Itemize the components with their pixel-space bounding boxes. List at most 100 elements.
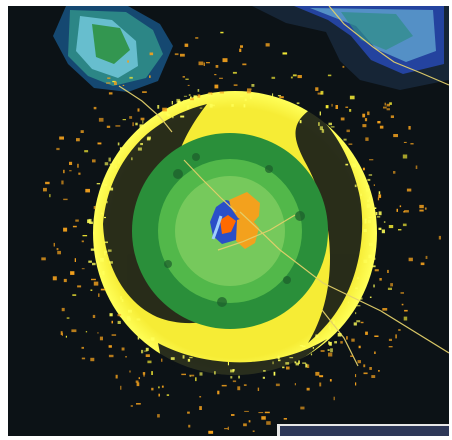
outer-yellow-speckles: [87, 84, 386, 379]
orange-return-speckle: [187, 84, 190, 86]
orange-return-speckle: [424, 207, 427, 210]
yellow-return-speckle: [231, 104, 234, 107]
orange-return-speckle: [180, 53, 185, 57]
yellow-return-speckle: [128, 309, 132, 313]
orange-return-speckle: [403, 141, 407, 143]
yellow-return-speckle: [343, 138, 347, 141]
yellow-return-speckle: [193, 95, 197, 99]
yellow-return-speckle: [136, 318, 141, 321]
orange-return-speckle: [69, 161, 73, 165]
radar-reflectivity-map[interactable]: [8, 6, 449, 436]
orange-return-speckle: [232, 380, 237, 383]
orange-return-speckle: [174, 53, 179, 56]
orange-return-speckle: [349, 109, 352, 112]
orange-return-speckle: [56, 248, 59, 251]
yellow-return-speckle: [92, 262, 96, 266]
orange-return-speckle: [81, 268, 85, 270]
orange-return-speckle: [136, 382, 140, 387]
yellow-return-speckle: [367, 219, 372, 224]
orange-return-speckle: [247, 88, 252, 90]
orange-return-speckle: [97, 332, 99, 334]
radar-display[interactable]: [8, 6, 449, 436]
orange-return-speckle: [319, 382, 322, 387]
yellow-return-speckle: [352, 163, 356, 168]
yellow-return-speckle: [106, 200, 108, 204]
yellow-return-speckle: [372, 265, 376, 268]
yellow-return-speckle: [240, 95, 244, 97]
yellow-return-speckle: [321, 129, 325, 133]
yellow-return-speckle: [381, 229, 385, 234]
orange-return-speckle: [342, 65, 345, 68]
orange-return-speckle: [390, 283, 393, 287]
yellow-return-speckle: [366, 187, 370, 192]
yellow-return-speckle: [189, 356, 193, 359]
orange-return-speckle: [317, 92, 323, 95]
yellow-return-speckle: [187, 358, 191, 362]
yellow-return-speckle: [355, 287, 358, 290]
yellow-return-speckle: [126, 316, 130, 320]
yellow-return-speckle: [363, 229, 367, 232]
yellow-return-speckle: [376, 216, 381, 218]
yellow-return-speckle: [337, 333, 342, 337]
orange-return-speckle: [264, 411, 270, 414]
orange-return-speckle: [56, 147, 60, 151]
orange-return-speckle: [181, 373, 186, 376]
yellow-return-speckle: [121, 299, 124, 302]
orange-return-speckle: [219, 77, 223, 79]
orange-return-speckle: [364, 118, 368, 122]
orange-return-speckle: [161, 358, 163, 362]
yellow-return-speckle: [315, 336, 318, 338]
orange-return-speckle: [242, 63, 247, 66]
yellow-return-speckle: [131, 157, 133, 161]
yellow-return-speckle: [278, 359, 281, 362]
orange-return-speckle: [378, 370, 380, 372]
yellow-return-speckle: [114, 165, 117, 169]
yellow-return-speckle: [100, 212, 103, 215]
orange-return-speckle: [132, 122, 134, 127]
orange-return-speckle: [147, 360, 152, 364]
orange-return-speckle: [335, 105, 338, 109]
yellow-return-speckle: [277, 355, 280, 360]
orange-return-speckle: [145, 354, 150, 357]
yellow-return-speckle: [298, 360, 300, 364]
orange-return-speckle: [97, 142, 102, 145]
orange-return-speckle: [227, 426, 229, 430]
orange-return-speckle: [410, 143, 414, 145]
orange-return-speckle: [362, 124, 367, 128]
orange-return-speckle: [157, 414, 160, 418]
orange-return-speckle: [231, 414, 235, 416]
yellow-return-speckle: [104, 162, 109, 166]
yellow-return-speckle: [369, 296, 372, 298]
yellow-return-speckle: [142, 120, 144, 124]
orange-return-speckle: [369, 367, 372, 370]
orange-return-speckle: [59, 136, 64, 140]
orange-return-speckle: [74, 258, 76, 262]
orange-return-speckle: [360, 321, 364, 324]
yellow-return-speckle: [249, 95, 252, 99]
yellow-return-speckle: [329, 326, 332, 330]
orange-return-speckle: [69, 170, 72, 172]
yellow-return-speckle: [119, 147, 123, 150]
orange-return-speckle: [243, 423, 247, 427]
orange-return-speckle: [348, 143, 353, 145]
orange-return-speckle: [399, 205, 402, 208]
orange-return-speckle: [404, 210, 409, 213]
yellow-return-speckle: [367, 178, 371, 181]
yellow-return-speckle: [263, 370, 266, 372]
yellow-return-speckle: [367, 185, 370, 189]
orange-return-speckle: [379, 125, 384, 129]
yellow-return-speckle: [372, 248, 375, 252]
orange-return-speckle: [81, 240, 84, 243]
orange-return-speckle: [63, 227, 68, 232]
orange-return-speckle: [63, 278, 67, 283]
orange-return-speckle: [219, 91, 224, 94]
yellow-return-speckle: [272, 361, 274, 365]
orange-return-speckle: [82, 235, 88, 237]
yellow-return-speckle: [378, 211, 382, 216]
orange-return-speckle: [77, 163, 79, 168]
orange-return-speckle: [106, 82, 111, 84]
orange-return-speckle: [52, 276, 57, 281]
yellow-return-speckle: [364, 218, 367, 221]
orange-return-speckle: [363, 364, 366, 368]
orange-return-speckle: [129, 370, 131, 373]
